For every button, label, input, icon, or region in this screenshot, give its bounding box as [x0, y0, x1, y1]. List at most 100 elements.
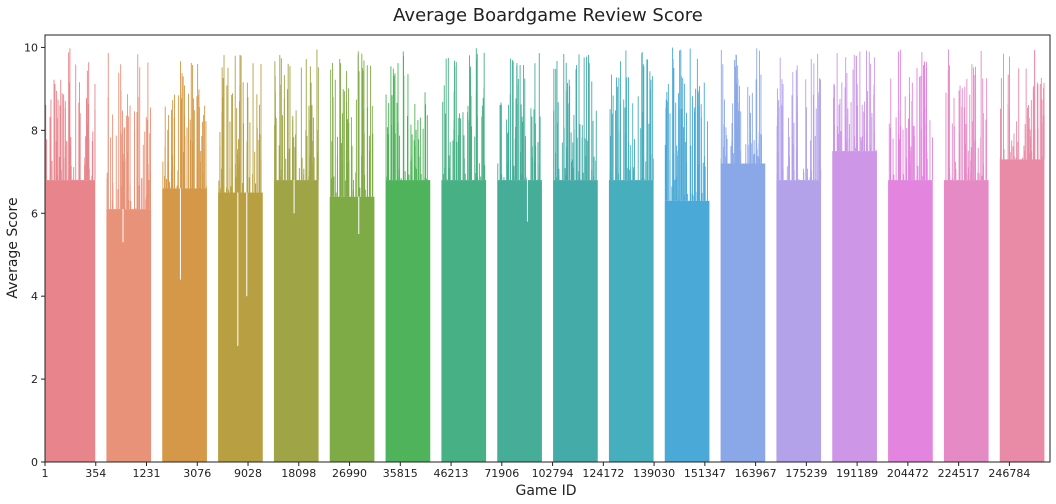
- bar: [509, 58, 511, 181]
- bar: [426, 115, 428, 181]
- bar: [306, 135, 308, 181]
- bar: [530, 108, 532, 181]
- bar: [1037, 84, 1039, 160]
- bar: [595, 160, 597, 181]
- bar: [168, 115, 170, 189]
- bar: [308, 105, 310, 181]
- bar: [679, 50, 681, 201]
- bar: [531, 116, 533, 181]
- bar: [853, 54, 855, 152]
- bar: [66, 142, 68, 181]
- bar: [242, 183, 243, 193]
- bar: [781, 79, 783, 181]
- bar: [513, 165, 515, 181]
- bar: [123, 161, 124, 210]
- x-tick-label: 163967: [735, 467, 777, 480]
- bar: [917, 165, 919, 181]
- bar: [868, 51, 870, 152]
- bar: [850, 101, 852, 152]
- bar: [235, 176, 237, 193]
- bar: [107, 52, 109, 210]
- bar: [91, 140, 93, 181]
- bar: [682, 78, 684, 201]
- bar: [515, 98, 517, 181]
- bar: [310, 103, 312, 181]
- bar: [289, 66, 291, 181]
- bar: [137, 96, 139, 210]
- bar: [353, 179, 355, 197]
- bar: [634, 138, 635, 181]
- bar: [593, 176, 595, 181]
- bar: [897, 51, 899, 181]
- bar: [910, 146, 912, 181]
- bar: [92, 131, 94, 181]
- bar: [55, 141, 57, 181]
- bar: [285, 158, 287, 181]
- bar: [414, 166, 416, 181]
- bar: [932, 137, 933, 181]
- bar: [415, 129, 417, 181]
- bar: [1039, 83, 1041, 160]
- bar: [46, 139, 48, 181]
- bar: [563, 127, 565, 181]
- bar: [814, 136, 816, 181]
- bar: [720, 158, 722, 164]
- bar: [449, 168, 451, 181]
- bar: [866, 50, 867, 152]
- bar: [974, 141, 976, 181]
- bar: [578, 171, 580, 181]
- bar: [341, 142, 342, 197]
- bar: [1027, 107, 1028, 160]
- bar: [695, 191, 697, 201]
- bar: [1030, 156, 1032, 160]
- bar: [689, 48, 691, 201]
- bar: [386, 176, 388, 181]
- bar: [676, 145, 678, 201]
- bar: [347, 88, 349, 197]
- bar: [173, 117, 175, 189]
- bar: [793, 170, 795, 181]
- bar: [246, 141, 248, 193]
- bar: [619, 104, 621, 181]
- bar: [949, 174, 951, 181]
- bar: [237, 139, 239, 193]
- bar: [385, 94, 387, 181]
- bar: [221, 168, 222, 193]
- bar: [232, 93, 233, 193]
- y-tick-label: 6: [31, 207, 38, 220]
- bar: [190, 62, 192, 189]
- bar: [474, 178, 476, 181]
- bar: [736, 84, 738, 164]
- bar: [280, 169, 282, 181]
- bar: [191, 187, 193, 189]
- bar: [73, 167, 75, 181]
- bar: [610, 74, 612, 181]
- bar: [683, 83, 685, 201]
- bar: [1013, 133, 1015, 160]
- bar: [723, 99, 725, 164]
- bar: [926, 179, 928, 181]
- bar: [798, 179, 800, 181]
- bar: [626, 77, 628, 181]
- bar: [470, 95, 472, 181]
- bar: [147, 164, 149, 210]
- bar: [239, 101, 240, 193]
- bar: [750, 156, 752, 164]
- bar: [593, 156, 595, 181]
- bar: [818, 137, 820, 181]
- bar: [781, 167, 783, 181]
- bar: [845, 140, 847, 152]
- bar: [293, 137, 295, 181]
- bar: [202, 121, 204, 189]
- bar: [127, 151, 129, 210]
- bar: [873, 57, 875, 152]
- bar: [68, 82, 70, 181]
- bar: [573, 129, 575, 181]
- bar: [778, 107, 780, 181]
- bar: [478, 163, 480, 181]
- bar: [963, 107, 965, 181]
- bar: [357, 51, 359, 197]
- bar: [970, 160, 972, 181]
- bar: [809, 177, 811, 181]
- bar: [228, 189, 229, 193]
